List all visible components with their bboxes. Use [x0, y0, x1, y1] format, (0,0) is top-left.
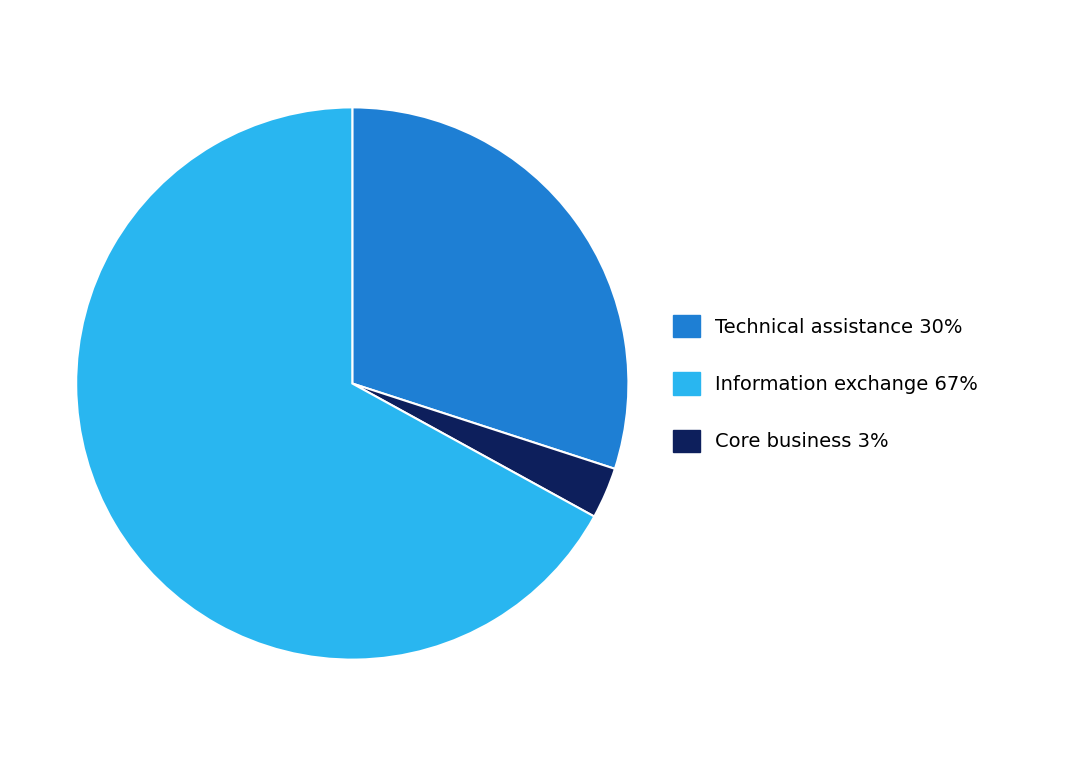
Wedge shape [76, 107, 594, 660]
Wedge shape [352, 384, 615, 516]
Wedge shape [352, 107, 629, 469]
Legend: Technical assistance 30%, Information exchange 67%, Core business 3%: Technical assistance 30%, Information ex… [673, 314, 978, 453]
